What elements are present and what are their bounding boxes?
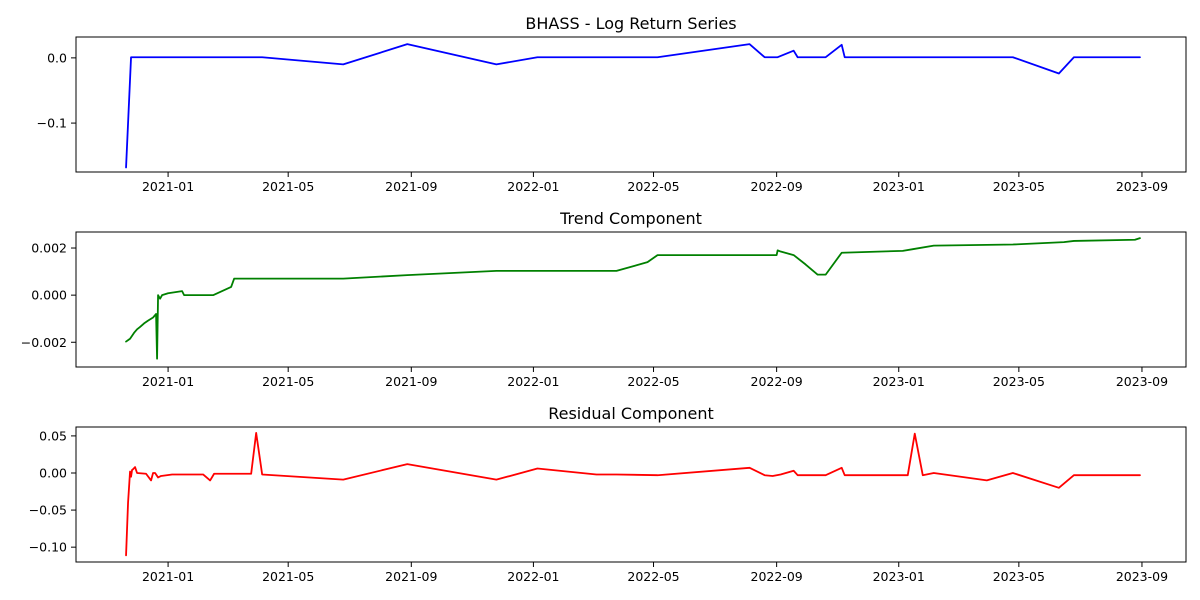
log-return-x-tick-label: 2022-09	[751, 179, 803, 194]
trend-x-tick-label: 2022-05	[627, 374, 679, 389]
residual-x-tick-label: 2023-09	[1116, 569, 1168, 584]
log-return-x-tick-label: 2023-09	[1116, 179, 1168, 194]
residual-x-tick-label: 2022-09	[751, 569, 803, 584]
residual-axes-frame	[75, 426, 1187, 563]
log-return-chart-title: BHASS - Log Return Series	[525, 14, 736, 33]
trend-y-tick-label: −0.002	[21, 335, 67, 350]
trend-x-tick-label: 2021-09	[385, 374, 437, 389]
log-return-panel: BHASS - Log Return Series 2021-01 2021-05 2…	[37, 14, 1187, 194]
trend-x-tick-label: 2022-09	[751, 374, 803, 389]
residual-x-tick-label: 2022-05	[627, 569, 679, 584]
residual-x-tick-label: 2021-01	[142, 569, 194, 584]
trend-y-tick-label: 0.002	[31, 241, 67, 256]
trend-x-tick-label: 2021-05	[262, 374, 314, 389]
log-return-y-tick-label: 0.0	[47, 50, 67, 65]
trend-chart-title: Trend Component	[559, 209, 702, 228]
log-return-x-tick-label: 2022-01	[507, 179, 559, 194]
trend-x-tick-label: 2023-01	[873, 374, 925, 389]
log-return-x-tick-label: 2022-05	[627, 179, 679, 194]
log-return-x-tick-label: 2021-01	[142, 179, 194, 194]
log-return-x-tick-label: 2023-05	[993, 179, 1045, 194]
residual-x-tick-label: 2022-01	[507, 569, 559, 584]
residual-y-tick-label: 0.05	[39, 428, 67, 443]
residual-y-tick-label: 0.00	[39, 465, 67, 480]
trend-x-tick-label: 2022-01	[507, 374, 559, 389]
log-return-x-tick-label: 2023-01	[873, 179, 925, 194]
residual-x-tick-label: 2023-01	[873, 569, 925, 584]
log-return-x-tick-label: 2021-05	[262, 179, 314, 194]
log-return-x-tick-label: 2021-09	[385, 179, 437, 194]
residual-y-tick-label: −0.10	[29, 540, 67, 555]
residual-x-tick-label: 2023-05	[993, 569, 1045, 584]
trend-x-tick-label: 2023-09	[1116, 374, 1168, 389]
log-return-axes-frame	[75, 36, 1187, 173]
trend-series-line	[125, 237, 1141, 360]
residual-panel: Residual Component 2021-01 2021-05 2021-09 2…	[29, 404, 1187, 584]
trend-x-tick-label: 2021-01	[142, 374, 194, 389]
residual-x-tick-label: 2021-05	[262, 569, 314, 584]
residual-chart-title: Residual Component	[548, 404, 714, 423]
residual-series-line	[125, 432, 1141, 557]
trend-x-tick-label: 2023-05	[993, 374, 1045, 389]
trend-y-tick-label: 0.000	[31, 288, 67, 303]
log-return-series-line	[125, 43, 1141, 169]
trend-panel: Trend Component 2021-01 2021-05 2021-09 2022…	[21, 209, 1187, 389]
residual-x-tick-label: 2021-09	[385, 569, 437, 584]
log-return-y-tick-label: −0.1	[37, 116, 67, 131]
trend-axes-frame	[75, 231, 1187, 368]
residual-y-tick-label: −0.05	[29, 503, 67, 518]
